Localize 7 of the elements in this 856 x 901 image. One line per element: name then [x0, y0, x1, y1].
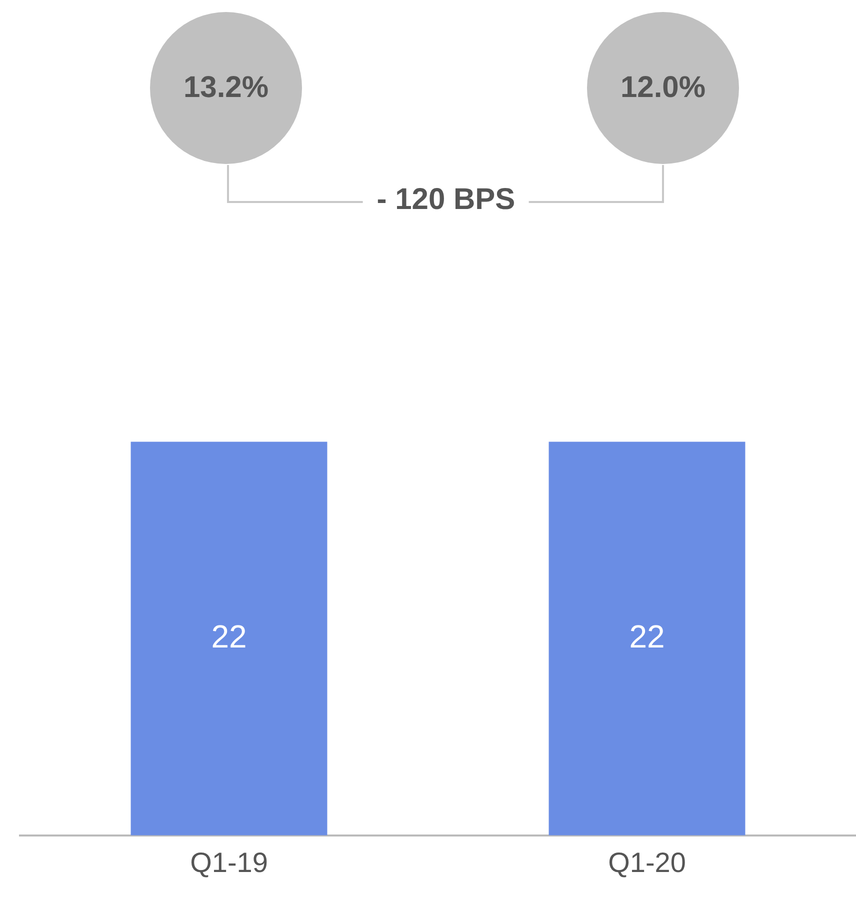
text: - 120 BPS	[362, 183, 530, 217]
circle-badge: 13.2%	[150, 12, 302, 164]
circle-badge: 12.0%	[587, 12, 739, 164]
data-label: 22	[629, 618, 665, 654]
x-tick-label: Q1-19	[190, 846, 268, 878]
x-tick-label: Q1-20	[608, 846, 686, 878]
data-label: 22	[211, 618, 247, 654]
